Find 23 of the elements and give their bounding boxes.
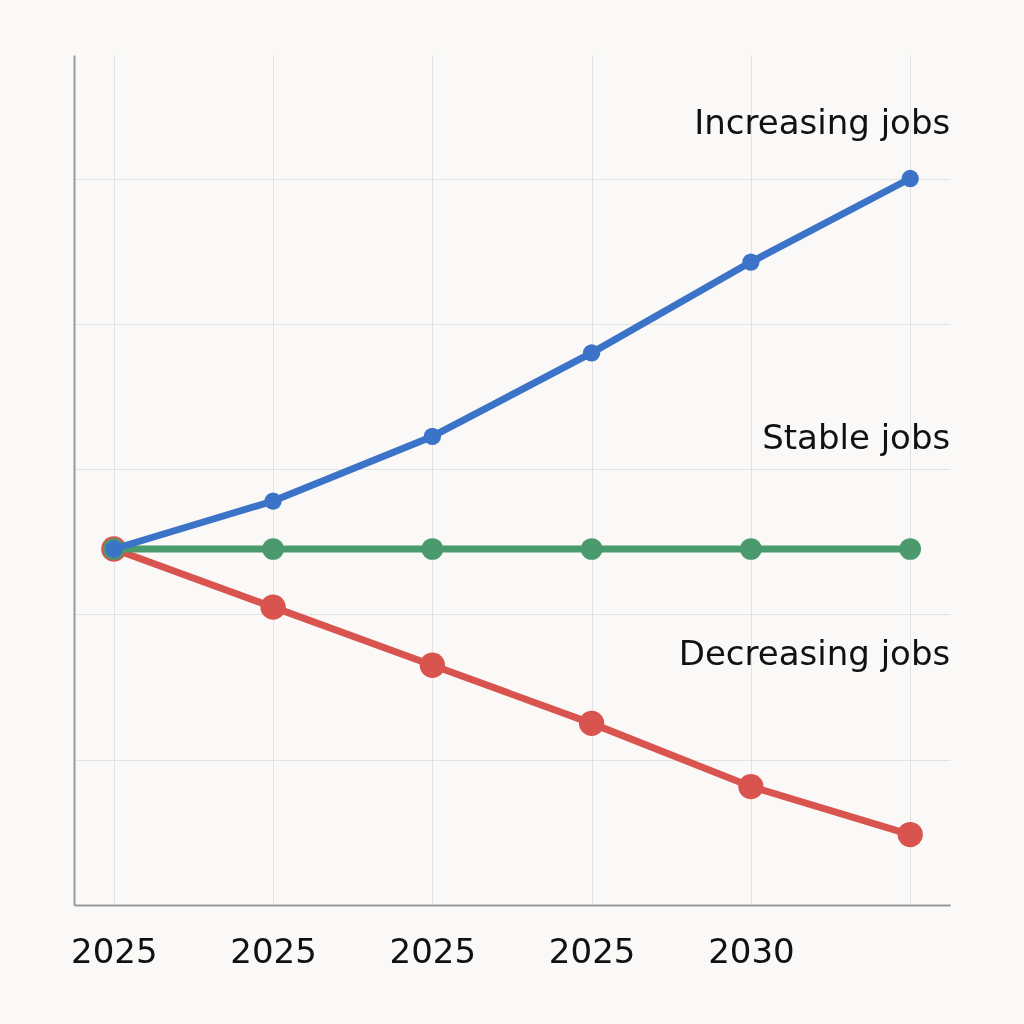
series-label: Increasing jobs bbox=[694, 101, 951, 142]
point bbox=[262, 538, 284, 560]
point bbox=[738, 773, 764, 800]
x-tick-label: 2025 bbox=[71, 930, 158, 971]
text: Decreasing jobs bbox=[678, 632, 951, 673]
point bbox=[578, 710, 605, 736]
point bbox=[740, 538, 762, 560]
point bbox=[901, 169, 919, 188]
point bbox=[580, 538, 603, 560]
point bbox=[260, 594, 286, 620]
x-tick-label: 2025 bbox=[548, 930, 636, 971]
point bbox=[423, 427, 442, 446]
text: Stable jobs bbox=[762, 417, 951, 458]
point bbox=[899, 538, 922, 560]
point bbox=[264, 492, 282, 510]
x-tick-label: 2025 bbox=[230, 930, 317, 971]
point bbox=[421, 538, 444, 560]
point bbox=[582, 344, 601, 362]
point bbox=[419, 652, 446, 678]
x-tick-label: 2025 bbox=[389, 930, 477, 971]
point bbox=[742, 253, 760, 271]
x-tick-label: 2030 bbox=[708, 930, 795, 971]
point bbox=[897, 821, 923, 848]
